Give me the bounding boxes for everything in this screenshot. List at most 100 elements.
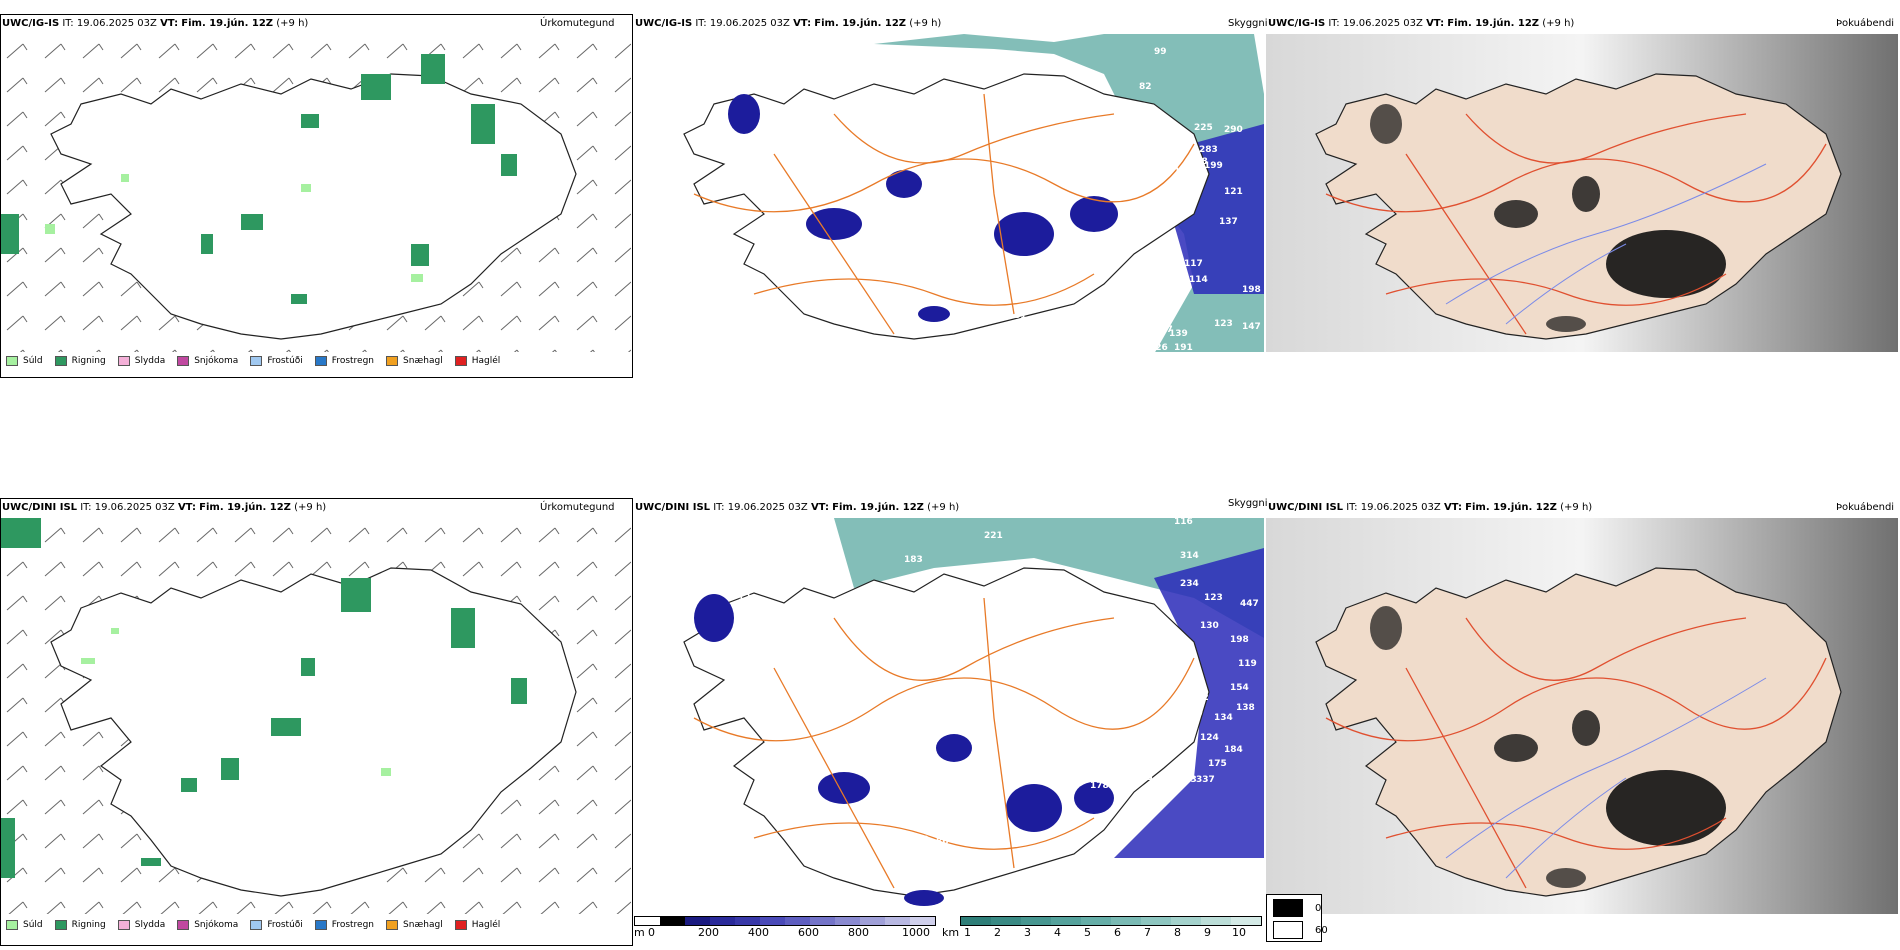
offset: (+9 h) xyxy=(1560,502,1593,513)
vis-tick: 2 xyxy=(994,926,1001,939)
vis-tick: 4 xyxy=(1054,926,1061,939)
legend-item: Frostregn xyxy=(314,920,374,930)
cloud-number: 124 xyxy=(1200,733,1219,743)
cloud-number: 225 xyxy=(1194,123,1213,133)
legend-label: Snjókoma xyxy=(194,356,239,366)
precip-map-frame xyxy=(0,14,633,378)
offset: (+9 h) xyxy=(909,18,942,29)
precip-title: Úrkomutegund xyxy=(540,502,615,513)
legend-swatch xyxy=(386,356,399,366)
legend-swatch xyxy=(386,920,399,930)
model-name: UWC/IG-IS xyxy=(635,18,693,29)
cloud-number: 121 xyxy=(1224,187,1243,197)
cloud-number: 40 xyxy=(844,281,857,291)
cloud-number: 199 xyxy=(1204,161,1223,171)
cloud-number: 191 xyxy=(1174,343,1193,352)
iceland-outline xyxy=(683,73,1210,340)
legend-item: Súld xyxy=(6,920,43,930)
legend-item: Slydda xyxy=(117,356,166,366)
cloud-number: 147 xyxy=(1242,322,1261,332)
vt-label: VT: xyxy=(793,18,812,29)
visibility-scale: km 1 2 3 4 5 6 7 8 9 10 xyxy=(942,916,1262,940)
it-label: IT: xyxy=(1328,18,1340,29)
cloud-number: 73 xyxy=(1106,283,1119,293)
cb-seg xyxy=(1111,917,1141,925)
cloud-number: 10 xyxy=(664,249,677,259)
legend-item: Rigning xyxy=(54,920,106,930)
vt-value: Fim. 19.jún. 12Z xyxy=(199,502,291,513)
dew-title: Þokuábendi xyxy=(1836,18,1895,29)
cloud-map: 221 116 183 314 234 123 447 130 198 119 … xyxy=(634,518,1264,914)
legend-swatch xyxy=(454,356,467,366)
cb-tick: 400 xyxy=(748,926,769,939)
dew-swatch xyxy=(1273,921,1303,939)
legend-label: Frostúði xyxy=(267,356,303,366)
cb-seg xyxy=(1201,917,1231,925)
vis-tick: 10 xyxy=(1232,926,1246,939)
cb-seg xyxy=(885,917,910,925)
cloud-number: 92 xyxy=(1089,297,1102,307)
vis-tick: 8 xyxy=(1174,926,1181,939)
cloud-number: 126 xyxy=(1149,343,1168,352)
dew-label: 0 xyxy=(1315,902,1322,914)
cloud-number: 123 xyxy=(1204,593,1223,603)
legend-label: Rigning xyxy=(71,356,106,366)
legend-label: Slydda xyxy=(134,356,166,366)
cb-seg xyxy=(635,917,660,925)
vt-label: VT: xyxy=(177,502,196,513)
it-label: IT: xyxy=(1346,502,1358,513)
cloud-number: 311 xyxy=(1149,303,1168,313)
cloud-number: 234 xyxy=(1180,579,1199,589)
precip-map xyxy=(1,518,631,914)
vt-value: Fim. 19.jún. 12Z xyxy=(814,18,907,29)
vis-tick: 5 xyxy=(1084,926,1091,939)
cloud-number: 314 xyxy=(1180,551,1199,561)
cloud-number: 181 xyxy=(976,569,995,579)
cb-unit: m xyxy=(634,926,645,939)
cb-seg xyxy=(961,917,991,925)
cloud-number: 139 xyxy=(1169,329,1188,339)
cloud-number: 129 xyxy=(1020,741,1039,751)
legend-item: Frostúði xyxy=(250,920,303,930)
cloud-number: 283 xyxy=(1199,145,1218,155)
cloud-number: 181 xyxy=(1112,333,1131,343)
cloud-number: 109 xyxy=(1104,603,1123,613)
legend-label: Frostúði xyxy=(267,920,303,930)
vis-tick: 1 xyxy=(964,926,971,939)
cloud-number: 130 xyxy=(1200,621,1219,631)
legend-label: Frostregn xyxy=(331,356,375,366)
cloud-number: 70 xyxy=(894,697,907,707)
vt-label: VT: xyxy=(810,502,829,513)
cloud-number: 86 xyxy=(936,837,949,847)
cloud-number: 55 xyxy=(1110,733,1123,743)
vt-label: VT: xyxy=(1426,18,1445,29)
cloud-number: 142 xyxy=(1190,693,1209,703)
it-value: 19.06.2025 03Z xyxy=(1360,502,1441,513)
cloud-number: 119 xyxy=(1238,659,1257,669)
legend-item: Haglél xyxy=(454,356,500,366)
legend-swatch xyxy=(6,920,18,930)
cloud-title: Skyggni xyxy=(1228,498,1268,509)
cloud-number: 98 xyxy=(1029,289,1042,299)
vis-tick: 9 xyxy=(1204,926,1211,939)
cloud-number: 12 xyxy=(738,593,751,603)
legend-item: Súld xyxy=(6,356,43,366)
cloud-number: 99 xyxy=(1154,47,1167,57)
offset: (+9 h) xyxy=(927,502,960,513)
cloud-number: 133 xyxy=(1178,775,1197,785)
cloud-number: 44 xyxy=(774,137,787,147)
cb-seg xyxy=(1051,917,1081,925)
cloud-header: UWC/IG-IS IT: 19.06.2025 03Z VT: Fim. 19… xyxy=(635,18,941,30)
dew-map xyxy=(1266,34,1898,352)
vt-value: Fim. 19.jún. 12Z xyxy=(181,18,274,29)
legend-item: Frostúði xyxy=(250,356,303,366)
cloud-number: 114 xyxy=(1189,275,1208,285)
cloud-number: 82 xyxy=(1139,82,1152,92)
iceland-outline xyxy=(50,73,577,340)
vt-value: Fim. 19.jún. 12Z xyxy=(1447,18,1540,29)
vis-tick: 6 xyxy=(1114,926,1121,939)
cb-seg xyxy=(785,917,810,925)
dew-header: UWC/DINI ISL IT: 19.06.2025 03Z VT: Fim.… xyxy=(1268,502,1592,514)
row-2: UWC/DINI ISL IT: 19.06.2025 03Z VT: Fim.… xyxy=(0,488,1900,948)
legend-item: Slydda xyxy=(117,920,165,930)
